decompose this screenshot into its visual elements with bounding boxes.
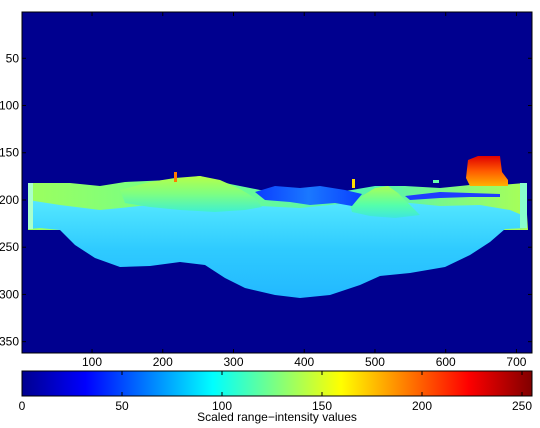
x-tick-label: 200	[153, 355, 173, 369]
center-pole	[352, 179, 355, 188]
x-tick-label: 700	[506, 355, 526, 369]
x-tick-label: 400	[294, 355, 314, 369]
main-image-axes: 50 100 150 200 250 300 350 100 200 300 400 500 600 7…	[0, 11, 533, 369]
x-tick-label: 100	[82, 355, 102, 369]
image-background	[22, 12, 532, 353]
colorbar-tick-label: 200	[412, 399, 432, 413]
upper-right-object	[466, 156, 508, 186]
colorbar-tick-label: 50	[115, 399, 129, 413]
y-tick-label: 350	[0, 335, 19, 349]
right-edge-strip	[520, 183, 527, 228]
image-content	[28, 156, 528, 298]
left-pole	[174, 172, 177, 182]
main-y-ticks: 50 100 150 200 250 300 350	[0, 51, 532, 349]
x-tick-label: 500	[365, 355, 385, 369]
left-mound	[120, 176, 262, 212]
x-tick-label: 300	[223, 355, 243, 369]
image-axes-frame	[21, 11, 533, 354]
colorbar-axes: 0 50 100 150 200 250 Scaled range−intensity v…	[19, 370, 533, 424]
colorbar-ticks: 0 50 100 150 200 250	[19, 371, 532, 413]
far-background-strip	[255, 186, 362, 206]
colorbar-tick-label: 250	[512, 399, 532, 413]
y-tick-label: 100	[0, 99, 19, 113]
terrain-surface	[28, 200, 527, 298]
colorbar-label: Scaled range−intensity values	[197, 410, 357, 424]
y-tick-label: 200	[0, 193, 19, 207]
colorbar-gradient	[22, 371, 532, 396]
y-tick-label: 150	[0, 146, 19, 160]
right-mound	[350, 186, 420, 218]
x-tick-label: 600	[436, 355, 456, 369]
colorbar-tick-label: 0	[19, 399, 26, 413]
y-tick-label: 300	[0, 287, 19, 301]
y-tick-label: 250	[0, 240, 19, 254]
colorbar-tick-label: 150	[312, 399, 332, 413]
left-edge-strip	[28, 183, 33, 229]
y-tick-label: 50	[6, 51, 20, 65]
colorbar-frame	[21, 370, 533, 397]
colorbar-tick-label: 100	[212, 399, 232, 413]
main-x-ticks: 100 200 300 400 500 600 700	[82, 12, 527, 369]
right-dark-streak	[405, 192, 500, 200]
right-marker	[433, 180, 439, 183]
